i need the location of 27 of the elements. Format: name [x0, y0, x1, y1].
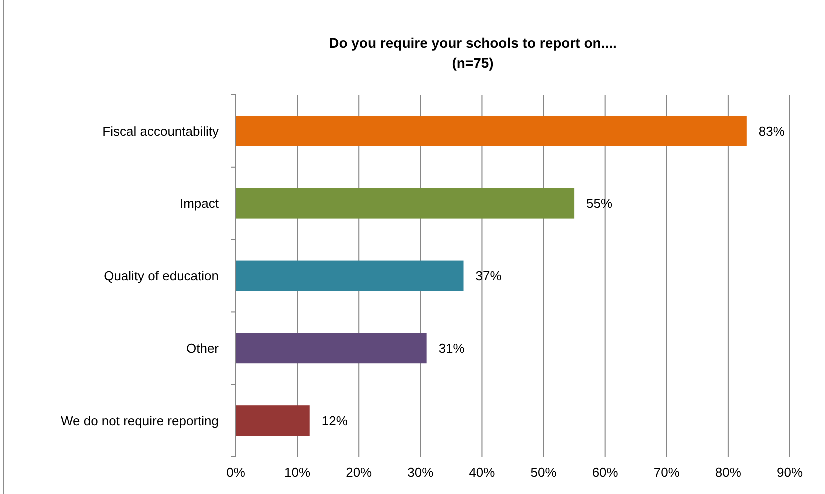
x-tick-label: 50%	[530, 465, 558, 480]
bar	[236, 406, 310, 436]
bar	[236, 188, 575, 219]
x-tick-label: 0%	[226, 465, 246, 480]
data-label: 83%	[758, 124, 786, 139]
y-tick-label: Other	[186, 340, 220, 356]
bar	[236, 116, 747, 146]
x-tick-label: 90%	[776, 465, 804, 480]
data-label: 55%	[586, 196, 614, 212]
data-label: 37%	[476, 268, 502, 284]
x-tick-label: 30%	[408, 465, 434, 480]
bar	[236, 260, 464, 292]
bar	[236, 333, 427, 364]
x-tick-label: 10%	[284, 465, 311, 480]
x-tick-label: 70%	[654, 465, 680, 480]
x-tick-label: 80%	[715, 465, 742, 480]
x-tick-label: 20%	[346, 465, 373, 480]
y-tick-label: Quality of education	[104, 268, 219, 284]
chart-title: Do you require your schools to report on....	[329, 35, 617, 51]
y-tick-label: Impact	[180, 196, 220, 212]
x-tick-label: 40%	[469, 465, 496, 480]
y-tick-label: We do not require reporting	[60, 413, 219, 428]
x-tick-label: 60%	[592, 465, 619, 480]
y-tick-label: Fiscal accountability	[102, 124, 220, 139]
chart-subtitle: (n=75)	[452, 55, 494, 71]
data-label: 12%	[322, 413, 348, 428]
data-label: 31%	[438, 340, 466, 356]
